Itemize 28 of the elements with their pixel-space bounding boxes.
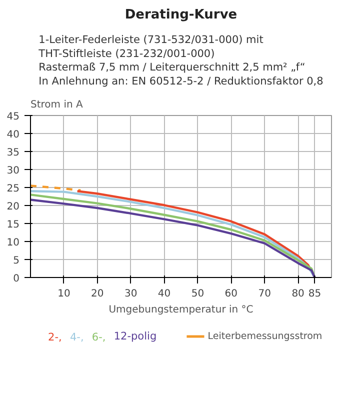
legend-label: Leiterbemessungsstrom — [208, 331, 322, 342]
x-tick-label: 40 — [158, 288, 171, 300]
x-tick-label: 60 — [224, 288, 238, 300]
x-tick-label: 10 — [58, 288, 70, 300]
y-tick-label: 15 — [6, 220, 20, 230]
y-tick-label: 25 — [6, 184, 20, 194]
y-tick-label: 45 — [6, 112, 20, 122]
x-tick-label: 20 — [91, 288, 104, 300]
x-axis-title: Umgebungstemperatur in °C — [108, 304, 254, 316]
x-tick-label: 80 — [292, 288, 304, 300]
x-tick-label: 70 — [258, 288, 271, 300]
y-tick-label: 30 — [6, 166, 20, 176]
y-tick-label: 35 — [6, 148, 20, 158]
y-tick-label: 20 — [6, 202, 20, 212]
chart-title: Derating-Kurve — [124, 8, 238, 22]
y-tick-label: 40 — [6, 130, 20, 140]
y-tick-label: 0 — [13, 274, 20, 284]
y-axis-title: Strom in A — [30, 100, 83, 110]
x-tick-label: 85 — [308, 288, 322, 300]
text: 6-, — [92, 332, 106, 344]
y-tick-label: 5 — [13, 256, 20, 266]
text: 4-, — [70, 332, 84, 344]
x-tick-label: 50 — [191, 288, 204, 300]
y-tick-label: 10 — [6, 238, 20, 248]
text: 12-polig — [114, 330, 157, 342]
text: 2-, — [48, 332, 62, 344]
chart-subtitle: 1-Leiter-Federleiste (731-532/031-000) mit THT-Stiftleiste (231-232/001-000) Rastermaß 7,5 mm / Leiterquerschnitt 2,5 mm² „f“ In Anlehnung an: EN 60512-5-2 / Reduktionsfaktor 0,8 — [38, 34, 324, 88]
x-tick-label: 30 — [124, 288, 138, 300]
